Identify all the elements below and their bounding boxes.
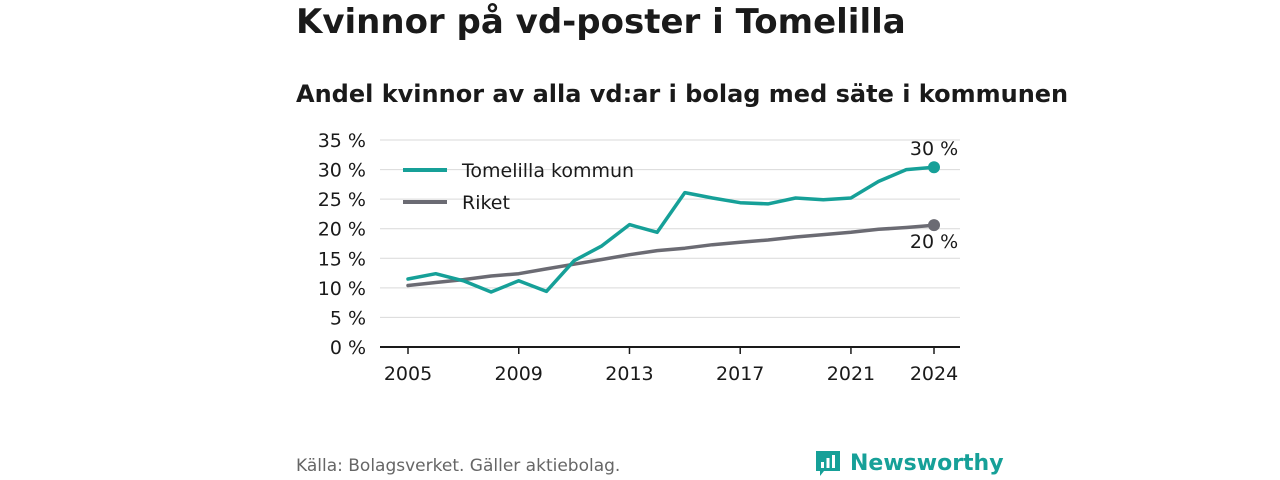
x-tick-label: 2021 [827, 363, 875, 385]
y-tick-label: 10 % [318, 278, 366, 300]
chart-subtitle: Andel kvinnor av alla vd:ar i bolag med … [296, 80, 1069, 108]
end-markers: 30 % 20 % [910, 138, 958, 253]
end-value-label: 30 % [910, 138, 958, 160]
x-tick-label: 2017 [716, 363, 764, 385]
legend-label: Riket [462, 192, 510, 214]
newsworthy-logo-icon [816, 451, 840, 476]
x-axis: 2005 2009 2013 2017 2021 2024 [380, 346, 960, 385]
x-tick-label: 2005 [384, 363, 432, 385]
y-tick-label: 15 % [318, 248, 366, 270]
brand-logo: Newsworthy [814, 446, 1004, 480]
y-tick-label: 0 % [330, 337, 366, 359]
brand-name: Newsworthy [850, 450, 1004, 476]
series-line-tomelilla [406, 165, 936, 294]
end-marker [928, 219, 940, 232]
end-marker [928, 161, 940, 174]
y-axis-labels: 0 % 5 % 10 % 15 % 20 % 25 % 30 % 35 % [318, 130, 366, 359]
series-lines [406, 165, 936, 294]
series-line-riket [406, 223, 936, 288]
x-tick-label: 2009 [495, 363, 543, 385]
y-tick-label: 20 % [318, 219, 366, 241]
gridlines [380, 139, 960, 318]
legend-label: Tomelilla kommun [461, 160, 634, 182]
chart-title: Kvinnor på vd-poster i Tomelilla [296, 2, 906, 42]
legend: Tomelilla kommun Riket [403, 160, 634, 214]
y-tick-label: 25 % [318, 189, 366, 211]
x-tick-label: 2013 [605, 363, 653, 385]
y-tick-label: 5 % [330, 307, 366, 329]
x-tick-label: 2024 [910, 363, 958, 385]
y-tick-label: 30 % [318, 160, 366, 182]
end-value-label: 20 % [910, 231, 958, 253]
source-note: Källa: Bolagsverket. Gäller aktiebolag. [296, 456, 621, 476]
y-tick-label: 35 % [318, 130, 366, 152]
